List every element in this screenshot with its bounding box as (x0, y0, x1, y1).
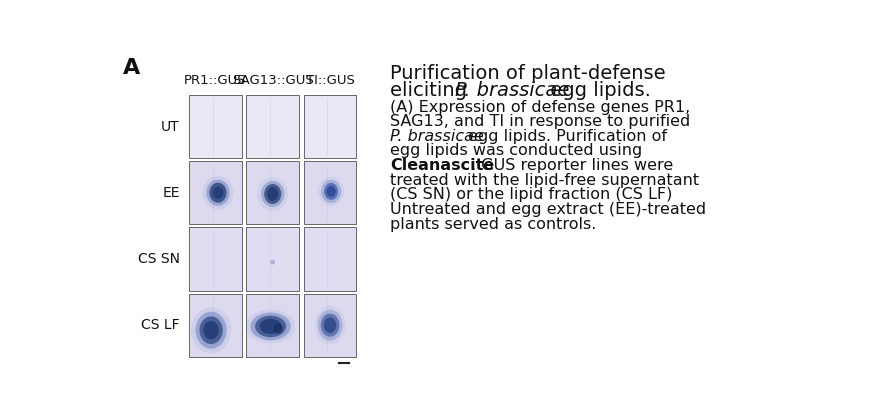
Bar (303, 228, 357, 290)
Text: P. brassicae: P. brassicae (391, 129, 484, 144)
Ellipse shape (315, 306, 345, 344)
Ellipse shape (321, 180, 341, 203)
Bar (189, 161, 242, 224)
Ellipse shape (195, 312, 227, 349)
Text: plants served as controls.: plants served as controls. (391, 217, 597, 232)
Bar (303, 95, 357, 158)
Ellipse shape (255, 316, 286, 337)
Text: Untreated and egg extract (EE)-treated: Untreated and egg extract (EE)-treated (391, 202, 706, 217)
Ellipse shape (203, 321, 219, 339)
Ellipse shape (202, 176, 234, 210)
Bar (246, 95, 299, 158)
Ellipse shape (324, 318, 336, 333)
Bar (303, 294, 357, 357)
Ellipse shape (324, 183, 338, 200)
Ellipse shape (251, 313, 291, 340)
Ellipse shape (326, 186, 335, 197)
Ellipse shape (212, 186, 223, 199)
Bar (303, 161, 357, 224)
Ellipse shape (206, 180, 229, 206)
Ellipse shape (210, 183, 227, 203)
Ellipse shape (246, 310, 295, 344)
Text: SAG13::GUS: SAG13::GUS (232, 74, 314, 87)
Bar (246, 228, 299, 290)
Bar (246, 294, 299, 357)
Text: PR1::GUS: PR1::GUS (184, 74, 247, 87)
Text: CS LF: CS LF (141, 318, 179, 332)
Text: Purification of plant-defense: Purification of plant-defense (391, 64, 666, 83)
Ellipse shape (318, 310, 343, 341)
Text: TI::GUS: TI::GUS (306, 74, 354, 87)
Ellipse shape (268, 187, 278, 201)
Text: CS SN: CS SN (137, 252, 179, 266)
Text: EE: EE (162, 186, 179, 200)
Ellipse shape (273, 323, 283, 334)
Ellipse shape (191, 307, 231, 353)
Text: egg lipids. Purification of: egg lipids. Purification of (463, 129, 667, 144)
Bar (189, 95, 242, 158)
Text: . GUS reporter lines were: . GUS reporter lines were (471, 158, 673, 173)
Ellipse shape (270, 260, 275, 264)
Ellipse shape (257, 177, 288, 211)
Ellipse shape (261, 181, 285, 207)
Ellipse shape (260, 319, 282, 334)
Text: P. brassicae: P. brassicae (455, 81, 569, 100)
Bar (189, 228, 242, 290)
Ellipse shape (264, 184, 281, 204)
Ellipse shape (318, 177, 344, 206)
Bar (189, 294, 242, 357)
Ellipse shape (321, 313, 339, 337)
Ellipse shape (200, 316, 223, 344)
Text: (A) Expression of defense genes PR1,: (A) Expression of defense genes PR1, (391, 100, 690, 114)
Text: SAG13, and TI in response to purified: SAG13, and TI in response to purified (391, 114, 690, 129)
Text: egg lipids.: egg lipids. (543, 81, 650, 100)
Text: egg lipids was conducted using: egg lipids was conducted using (391, 143, 643, 158)
Text: A: A (123, 58, 140, 78)
Bar (246, 161, 299, 224)
Text: Cleanascite: Cleanascite (391, 158, 495, 173)
Text: treated with the lipid-free supernatant: treated with the lipid-free supernatant (391, 173, 699, 188)
Text: (CS SN) or the lipid fraction (CS LF): (CS SN) or the lipid fraction (CS LF) (391, 187, 673, 202)
Text: eliciting: eliciting (391, 81, 474, 100)
Text: UT: UT (161, 119, 179, 134)
